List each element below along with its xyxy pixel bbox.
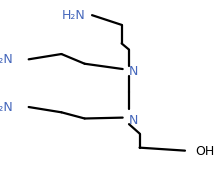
Text: H₂N: H₂N	[62, 9, 86, 22]
Text: OH: OH	[196, 145, 215, 158]
Text: H₂N: H₂N	[0, 100, 14, 114]
Text: N: N	[129, 65, 138, 78]
Text: H₂N: H₂N	[0, 53, 14, 66]
Text: N: N	[129, 114, 138, 127]
